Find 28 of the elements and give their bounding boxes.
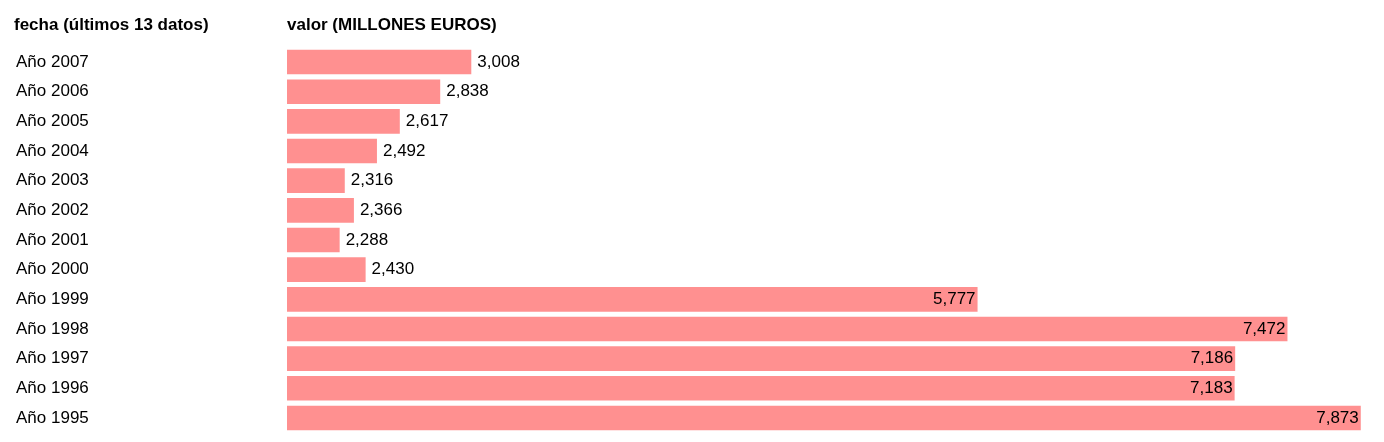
data-label: 2,838 xyxy=(446,81,489,101)
data-label: 2,366 xyxy=(359,200,403,220)
data-label: 2,316 xyxy=(350,170,394,190)
y-tick-label: Año 2002 xyxy=(16,200,89,220)
data-label: 2,430 xyxy=(371,259,415,279)
data-label: 5,777 xyxy=(933,289,976,309)
y-tick-label: Año 2007 xyxy=(16,51,89,71)
y-tick-label: Año 2000 xyxy=(16,259,89,279)
x-axis-title: valor (MILLONES EUROS) xyxy=(287,15,497,35)
data-label: 2,288 xyxy=(345,229,389,249)
y-tick-label: Año 1999 xyxy=(16,289,89,309)
data-label: 3,008 xyxy=(477,51,520,71)
y-tick-label: Año 1997 xyxy=(16,348,89,368)
y-tick-label: Año 1996 xyxy=(16,378,89,397)
data-label: 2,617 xyxy=(405,111,449,131)
y-tick-label: Año 1995 xyxy=(16,407,89,427)
data-label: 7,183 xyxy=(1190,378,1233,397)
y-tick-label: Año 2003 xyxy=(16,170,89,190)
data-label: 2,492 xyxy=(382,140,426,160)
y-tick-label: Año 2005 xyxy=(16,111,89,131)
y-tick-label: Año 2004 xyxy=(16,140,89,160)
y-tick-label: Año 1998 xyxy=(16,318,89,338)
y-axis-title: fecha (últimos 13 datos) xyxy=(14,15,209,35)
data-label: 7,186 xyxy=(1190,348,1234,368)
data-label: 7,472 xyxy=(1242,318,1286,338)
y-tick-label: Año 2006 xyxy=(16,81,89,101)
y-tick-label: Año 2001 xyxy=(16,229,89,249)
data-label: 7,873 xyxy=(1316,407,1359,427)
